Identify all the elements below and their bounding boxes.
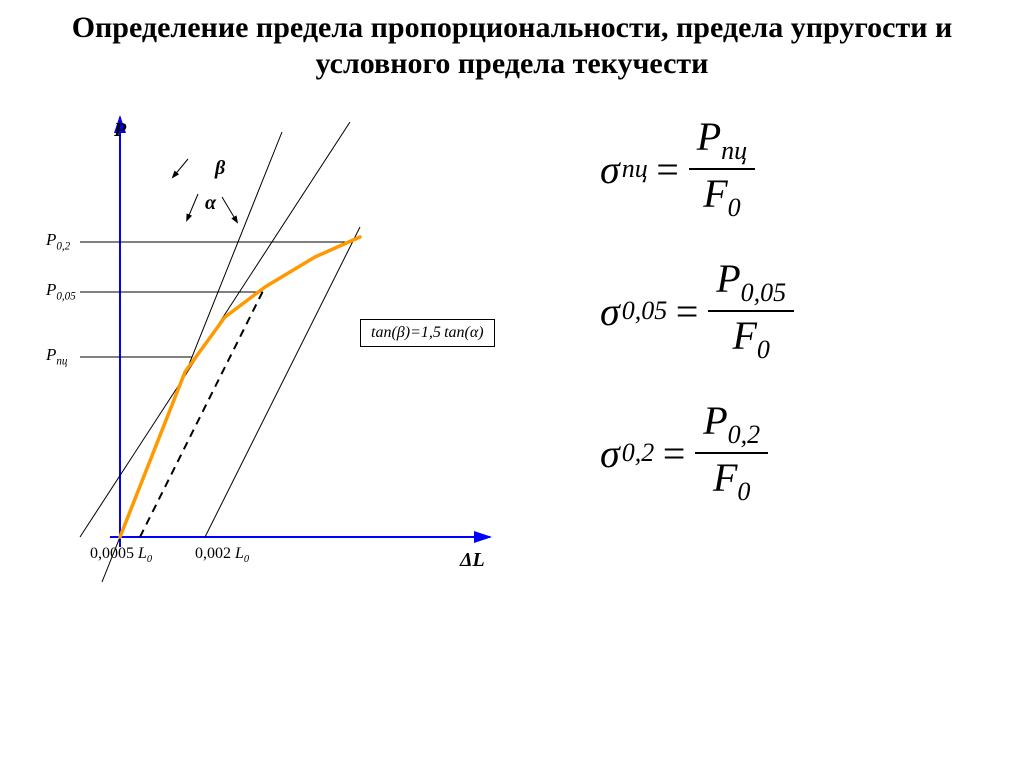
formulas-column: σпц=PпцF0 σ0,05=P0,05F0 σ0,2=P0,2F0 (590, 107, 994, 607)
page-title: Определение предела пропорциональности, … (0, 0, 1024, 87)
content-row: P ΔL α β P0,2P0,05Pпц 0,0005 L00,002 L0 … (0, 87, 1024, 627)
y-axis-label: P (114, 119, 126, 142)
x-tick-label: 0,0005 L0 (90, 545, 152, 565)
stress-formula: σ0,2=P0,2F0 (600, 401, 994, 505)
chart-area: P ΔL α β P0,2P0,05Pпц 0,0005 L00,002 L0 … (30, 107, 590, 607)
y-tick-label: P0,2 (46, 230, 70, 252)
stress-formula: σпц=PпцF0 (600, 117, 994, 221)
beta-angle-label: β (215, 157, 225, 180)
stress-formula: σ0,05=P0,05F0 (600, 259, 994, 363)
y-tick-label: P0,05 (46, 280, 76, 302)
alpha-angle-label: α (205, 192, 216, 215)
x-axis-label: ΔL (460, 549, 485, 572)
y-tick-label: Pпц (46, 345, 67, 367)
tangent-relation-box: tan(β)=1,5 tan(α) (360, 319, 495, 347)
stress-strain-chart (30, 107, 500, 587)
x-tick-label: 0,002 L0 (195, 545, 249, 565)
